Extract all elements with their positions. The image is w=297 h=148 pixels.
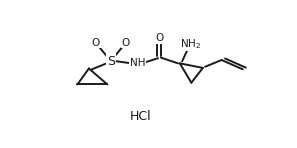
Text: O: O	[92, 38, 100, 48]
Text: NH$_2$: NH$_2$	[180, 37, 201, 51]
Text: O: O	[121, 38, 130, 48]
Text: HCl: HCl	[130, 110, 151, 123]
Text: NH: NH	[129, 58, 145, 68]
Text: O: O	[155, 33, 163, 43]
Text: S: S	[107, 55, 115, 68]
